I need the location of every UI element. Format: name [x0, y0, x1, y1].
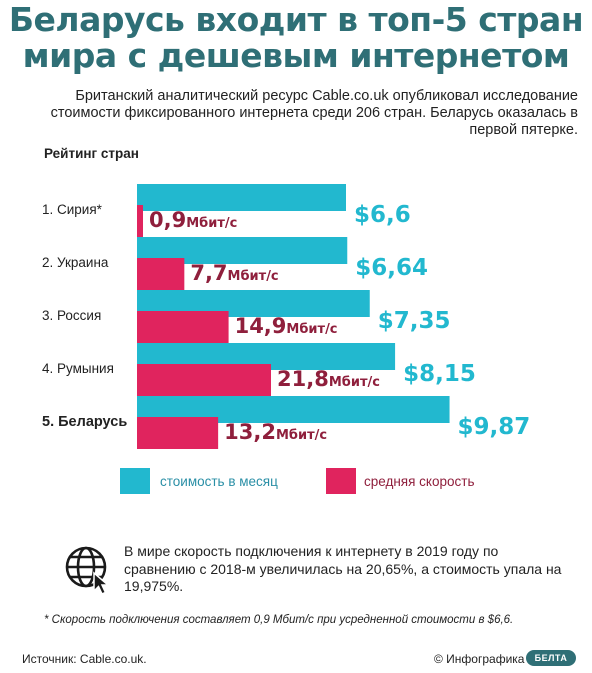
- speed-unit: Мбит/с: [286, 322, 337, 337]
- world-note: В мире скорость подключения к интернету …: [124, 543, 562, 594]
- cost-bar: [137, 184, 346, 211]
- category-label: 5. Беларусь: [42, 414, 127, 430]
- cost-data-label: $9,87: [458, 414, 531, 440]
- speed-unit: Мбит/с: [276, 428, 327, 443]
- speed-data-label: 14,9Мбит/с: [235, 314, 338, 338]
- speed-data-label: 13,2Мбит/с: [224, 420, 327, 444]
- legend-label-cost: стоимость в месяц: [160, 474, 278, 489]
- speed-bar: [137, 311, 229, 343]
- speed-bar: [137, 205, 143, 237]
- speed-unit: Мбит/с: [329, 375, 380, 390]
- speed-bar: [137, 417, 219, 449]
- rating-label: Рейтинг стран: [44, 146, 139, 161]
- category-label: 2. Украина: [42, 255, 109, 270]
- cost-data-label: $7,35: [378, 308, 451, 334]
- speed-unit: Мбит/с: [186, 216, 237, 231]
- credit: © Инфографика: [434, 652, 525, 666]
- category-label: 3. Россия: [42, 308, 101, 323]
- cost-data-label: $6,6: [354, 202, 411, 228]
- cost-data-label: $8,15: [403, 361, 476, 387]
- speed-bar: [137, 364, 271, 396]
- belta-logo: БЕЛТА: [526, 650, 576, 666]
- source: Источник: Cable.co.uk.: [22, 652, 147, 666]
- bar-chart: 1. Сирия* $6,6 0,9Мбит/с 2. Украина $6,64 7,7…: [42, 184, 531, 449]
- speed-bar: [137, 258, 185, 290]
- legend-label-speed: средняя скорость: [364, 474, 475, 489]
- category-label: 4. Румыния: [42, 361, 114, 376]
- speed-data-label: 7,7Мбит/с: [190, 261, 278, 285]
- footnote: * Скорость подключения составляет 0,9 Мб…: [44, 614, 514, 626]
- speed-unit: Мбит/с: [228, 269, 279, 284]
- globe-cursor-icon: [65, 546, 111, 595]
- category-label: 1. Сирия*: [42, 202, 103, 217]
- speed-data-label: 0,9Мбит/с: [149, 208, 237, 232]
- speed-data-label: 21,8Мбит/с: [277, 367, 380, 391]
- subtitle: Британский аналитический ресурс Cable.co…: [50, 88, 578, 138]
- legend-swatch-speed: [326, 468, 356, 494]
- legend-swatch-cost: [120, 468, 150, 494]
- cost-data-label: $6,64: [355, 255, 428, 281]
- page-title: Беларусь входит в топ-5 стран мира с деш…: [8, 0, 584, 75]
